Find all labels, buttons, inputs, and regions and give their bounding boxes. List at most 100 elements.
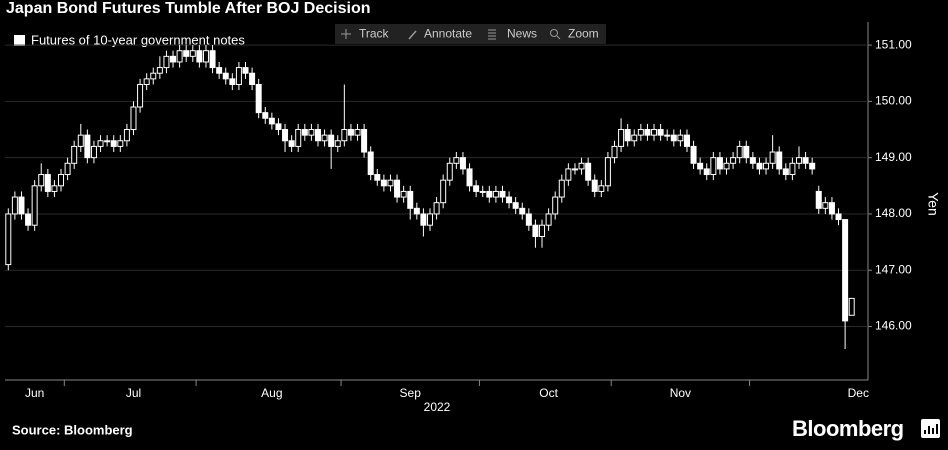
candle-body: [58, 174, 65, 187]
candle-body: [295, 129, 302, 147]
candle-body: [137, 83, 144, 108]
zoom-label[interactable]: Zoom: [568, 27, 599, 41]
candle-body: [552, 196, 559, 215]
x-axis-label: 2022: [424, 400, 451, 414]
candle-body: [427, 213, 433, 226]
annotate-button[interactable]: Annotate: [408, 27, 472, 41]
candle-body: [571, 168, 578, 171]
candle-body: [104, 140, 111, 143]
candle-body: [604, 157, 611, 187]
candle-body: [683, 134, 690, 147]
candle-body: [367, 151, 374, 176]
candle-body: [242, 67, 249, 74]
y-tick-label: 149.00: [875, 150, 912, 164]
annotate-label[interactable]: Annotate: [424, 27, 472, 41]
candle-body: [624, 129, 631, 142]
y-axis-label: Yen: [925, 192, 941, 216]
candle-body: [809, 162, 816, 170]
candle-body: [71, 145, 78, 164]
x-tick-label: Nov: [670, 386, 691, 400]
toolbar: Track Annotate News Zoom: [335, 24, 606, 44]
candle-body: [525, 213, 532, 226]
candle-body: [275, 123, 282, 131]
candle-body: [453, 157, 460, 164]
candle-body: [380, 179, 387, 187]
candle-body: [229, 78, 236, 85]
x-tick-label: Dec: [848, 386, 869, 400]
brand-icon: [921, 419, 940, 438]
candle-body: [117, 140, 124, 147]
x-tick-label: Jul: [126, 386, 141, 400]
candle-body: [433, 202, 440, 215]
candle-body: [842, 219, 849, 322]
candle-body: [618, 129, 625, 147]
candle-body: [795, 157, 802, 164]
source: Source: Bloomberg: [12, 422, 133, 437]
candle-body: [170, 55, 177, 63]
candle-body: [130, 106, 137, 131]
candle-body: [209, 50, 216, 69]
candle-body: [347, 129, 354, 136]
candle-body: [334, 140, 341, 147]
candle-body: [499, 190, 506, 198]
candle-body: [5, 213, 12, 266]
candle-body: [723, 162, 730, 170]
candle-body: [466, 168, 473, 187]
candle-body: [677, 134, 684, 142]
x-tick-label: Sep: [400, 386, 422, 400]
x-tick-label: Aug: [261, 386, 282, 400]
candle-body: [163, 55, 170, 69]
candle-body: [697, 162, 704, 170]
candle-body: [644, 129, 651, 136]
news-button[interactable]: News: [488, 27, 537, 41]
candle-body: [51, 185, 58, 192]
candle-body: [532, 224, 539, 237]
candle-body: [815, 190, 822, 209]
legend-swatch: [14, 35, 25, 46]
candle-body: [235, 67, 242, 85]
candle-body: [749, 157, 756, 164]
candle-body: [710, 157, 717, 176]
candle-body: [637, 129, 644, 136]
candle-body: [479, 190, 486, 193]
candle-body: [314, 129, 321, 142]
candle-body: [730, 157, 737, 164]
news-icon: [488, 29, 496, 40]
candle-body: [25, 213, 32, 226]
candle-body: [420, 213, 427, 226]
candle-body: [143, 78, 150, 85]
candle-body: [459, 157, 466, 170]
zoom-button[interactable]: Zoom: [550, 27, 599, 41]
candle-body: [341, 129, 348, 142]
zoom-icon-handle: [556, 35, 561, 40]
legend: Futures of 10-year government notes: [14, 32, 245, 47]
candle-body: [321, 134, 328, 142]
candle-body: [308, 129, 315, 136]
candle-body: [176, 50, 183, 63]
candle-body: [189, 50, 196, 57]
candle-body: [828, 202, 835, 215]
candle-body: [110, 140, 117, 147]
candle-body: [288, 140, 295, 147]
candle-body: [413, 207, 420, 215]
candle-body: [743, 145, 750, 159]
candle-body: [578, 162, 585, 170]
candle-body: [216, 67, 223, 74]
candle-body: [657, 129, 664, 136]
annotate-icon: [408, 30, 417, 40]
x-tick-label: Oct: [539, 386, 558, 400]
candle-body: [585, 162, 592, 181]
track-button[interactable]: Track: [341, 27, 390, 41]
candle-body: [64, 162, 71, 176]
candle-body: [539, 224, 546, 237]
legend-label: Futures of 10-year government notes: [31, 32, 245, 47]
candle-body: [97, 140, 104, 147]
track-label[interactable]: Track: [359, 27, 390, 41]
candle-body: [301, 129, 308, 136]
candle-body: [690, 145, 697, 164]
news-label[interactable]: News: [507, 27, 537, 41]
candle-body: [255, 83, 262, 114]
toolbar-bg: [335, 24, 606, 44]
